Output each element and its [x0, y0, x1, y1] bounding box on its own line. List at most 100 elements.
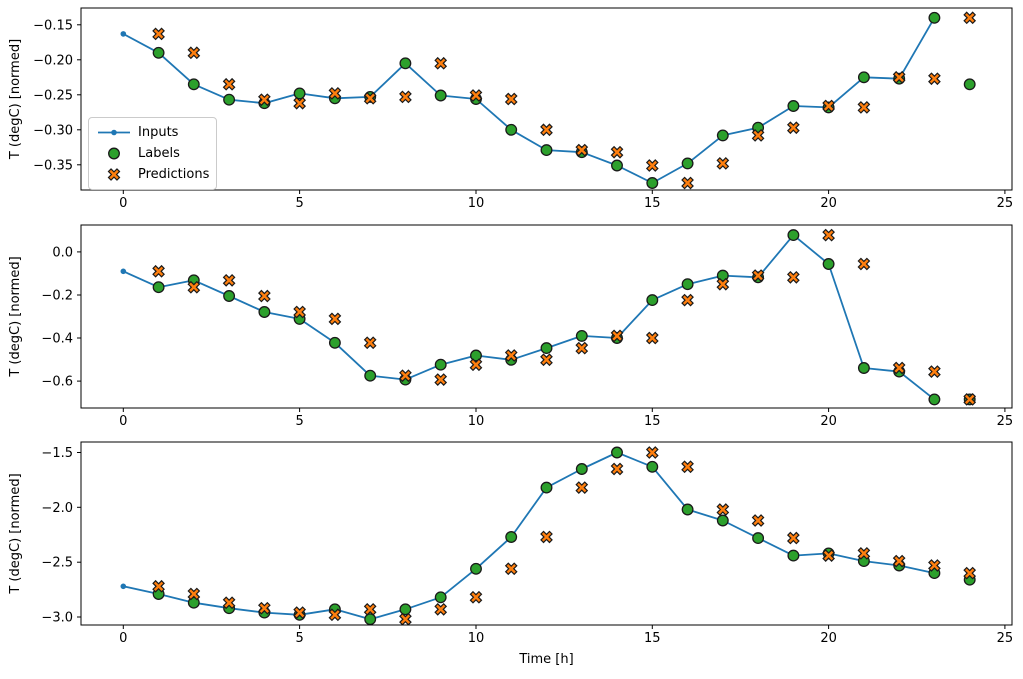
inputs-point: [120, 31, 127, 37]
predictions-point: [399, 612, 412, 626]
x-tick-label: 20: [820, 414, 837, 429]
predictions-point: [575, 143, 589, 157]
predictions-point: [504, 562, 518, 576]
inputs-marker-icon: [97, 125, 131, 140]
y-tick-label: −0.15: [33, 18, 73, 33]
predictions-point: [786, 270, 800, 284]
labels-point: [822, 258, 835, 270]
predictions-point: [963, 566, 977, 580]
predictions-point: [504, 349, 518, 362]
labels-point: [152, 281, 165, 294]
inputs-point: [120, 268, 127, 275]
labels-point: [575, 329, 588, 342]
y-axis-label: T (degC) [normed]: [8, 256, 23, 377]
predictions-point: [363, 91, 377, 105]
x-tick-label: 0: [119, 196, 127, 211]
predictions-point: [399, 90, 412, 104]
predictions-point: [504, 92, 518, 106]
predictions-point: [152, 27, 165, 41]
labels-point: [434, 89, 447, 102]
labels-point: [328, 336, 341, 349]
predictions-point: [469, 358, 483, 372]
predictions-point: [857, 257, 871, 271]
predictions-point: [610, 145, 624, 159]
x-tick-label: 0: [119, 414, 127, 429]
predictions-point: [892, 70, 906, 84]
inputs-point: [120, 583, 127, 590]
y-axis-label: T (degC) [normed]: [8, 39, 23, 160]
labels-point: [258, 306, 271, 318]
x-tick-label: 5: [295, 196, 303, 211]
predictions-point: [822, 99, 835, 113]
predictions-point: [645, 446, 659, 459]
labels-point: [223, 93, 236, 106]
panel-top: 0 5 10 15 20 25 −0.15 −0.20 −0.25 −0.30 −0.35 T (de…: [8, 7, 1014, 211]
predictions-point: [434, 56, 448, 70]
x-tick-label: 15: [644, 196, 661, 211]
predictions-point: [822, 228, 835, 242]
predictions-point: [892, 361, 906, 375]
predictions-point: [857, 547, 871, 560]
predictions-point: [963, 11, 977, 25]
predictions-point: [328, 312, 342, 326]
axes-border: [80, 224, 1013, 409]
labels-point: [681, 278, 694, 291]
predictions-point: [716, 157, 730, 170]
inputs-line: [123, 451, 935, 621]
y-axis-label: T (degC) [normed]: [8, 473, 23, 594]
labels-point: [399, 603, 412, 616]
predictions-point: [363, 602, 377, 616]
predictions-point: [716, 503, 730, 516]
predictions-point: [187, 280, 201, 294]
x-tick-label: 5: [295, 631, 303, 646]
y-tick-label: −0.30: [33, 123, 73, 138]
labels-point: [716, 129, 729, 142]
labels-point: [575, 463, 588, 475]
predictions-point: [187, 587, 201, 601]
legend-label-inputs: Inputs: [138, 125, 179, 140]
labels-sample-circle: [108, 147, 120, 160]
predictions-point: [645, 159, 659, 172]
labels-point: [505, 531, 518, 543]
predictions-point: [540, 123, 553, 137]
predictions-point: [540, 530, 553, 544]
labels-point: [646, 460, 659, 473]
predictions-point: [293, 305, 307, 319]
predictions-point: [575, 481, 589, 494]
labels-point: [681, 157, 694, 170]
plot-area: [120, 228, 977, 406]
x-tick-label: 15: [644, 631, 661, 646]
x-tick-label: 15: [644, 414, 661, 429]
labels-point: [434, 591, 447, 604]
x-tick-label: 10: [468, 196, 485, 211]
predictions-point: [399, 369, 412, 383]
predictions-point: [152, 579, 165, 593]
predictions-marker-icon: [97, 167, 131, 182]
x-tick-label: 25: [997, 414, 1014, 429]
y-tick-label: −0.35: [33, 158, 73, 173]
x-tick-label: 25: [997, 196, 1014, 211]
labels-point: [540, 481, 553, 494]
labels-point: [752, 532, 765, 545]
labels-point: [399, 57, 412, 70]
legend-label-labels: Labels: [138, 146, 180, 161]
predictions-point: [222, 596, 236, 610]
labels-point: [787, 229, 800, 242]
predictions-point: [681, 460, 694, 474]
predictions-point: [328, 87, 342, 100]
predictions-point: [434, 602, 448, 616]
y-tick-label: −3.0: [41, 610, 73, 625]
predictions-point: [222, 273, 236, 287]
predictions-point: [258, 93, 271, 107]
predictions-point: [222, 77, 236, 91]
y-tick-label: −0.25: [33, 88, 73, 103]
legend-item-labels: Labels: [89, 143, 216, 164]
y-tick-label: −0.20: [33, 53, 73, 68]
labels-point: [364, 613, 377, 626]
labels-point: [963, 78, 976, 91]
predictions-point: [363, 336, 377, 350]
predictions-point: [928, 72, 941, 86]
labels-point: [540, 144, 553, 157]
y-tick-label: −2.0: [41, 501, 73, 516]
